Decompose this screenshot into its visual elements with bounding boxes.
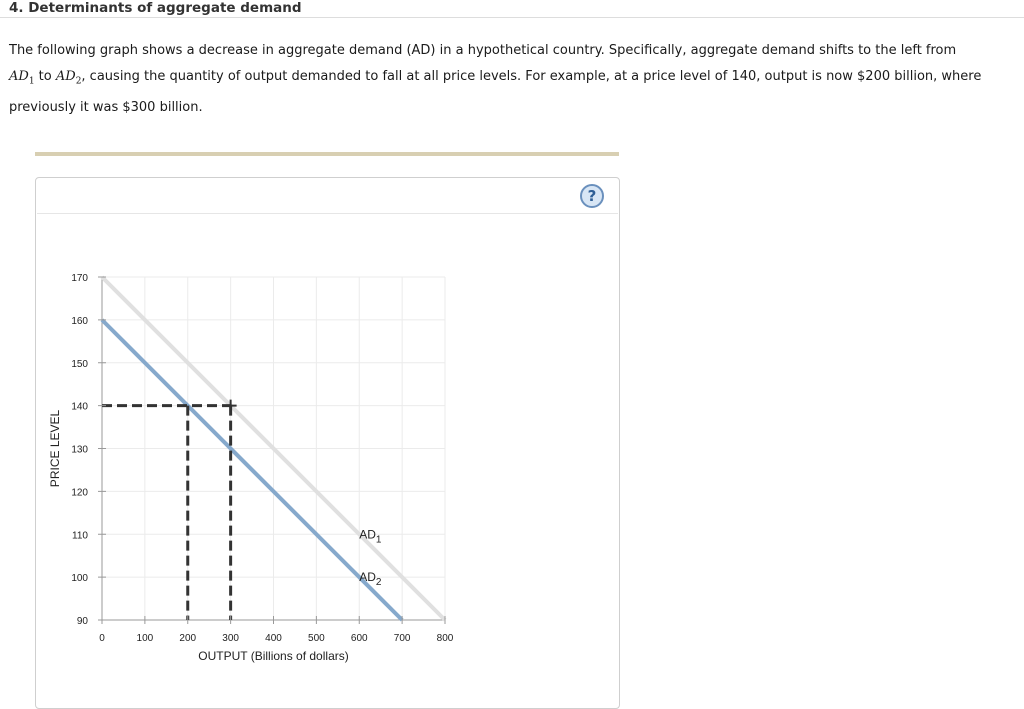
intro-text-start: The following graph shows a decrease in … xyxy=(9,43,957,58)
section-title: 4. Determinants of aggregate demand xyxy=(9,0,302,16)
intro-ad1-base: AD xyxy=(9,69,29,84)
intro-to: to xyxy=(34,69,56,84)
intro-ad1: AD1 xyxy=(9,69,35,87)
title-divider xyxy=(0,17,1024,18)
help-button[interactable]: ? xyxy=(580,184,604,208)
intro-paragraph: The following graph shows a decrease in … xyxy=(9,38,1009,121)
panel-header-divider xyxy=(37,213,618,214)
intro-ad1-sub: 1 xyxy=(28,76,35,87)
graph-panel: ? xyxy=(35,177,620,709)
intro-text-end: , causing the quantity of output demande… xyxy=(9,69,982,115)
intro-ad2-sub: 2 xyxy=(75,76,82,87)
intro-ad2-base: AD xyxy=(55,69,76,84)
intro-ad2: AD2 xyxy=(55,69,82,87)
graph-top-divider xyxy=(35,152,619,156)
